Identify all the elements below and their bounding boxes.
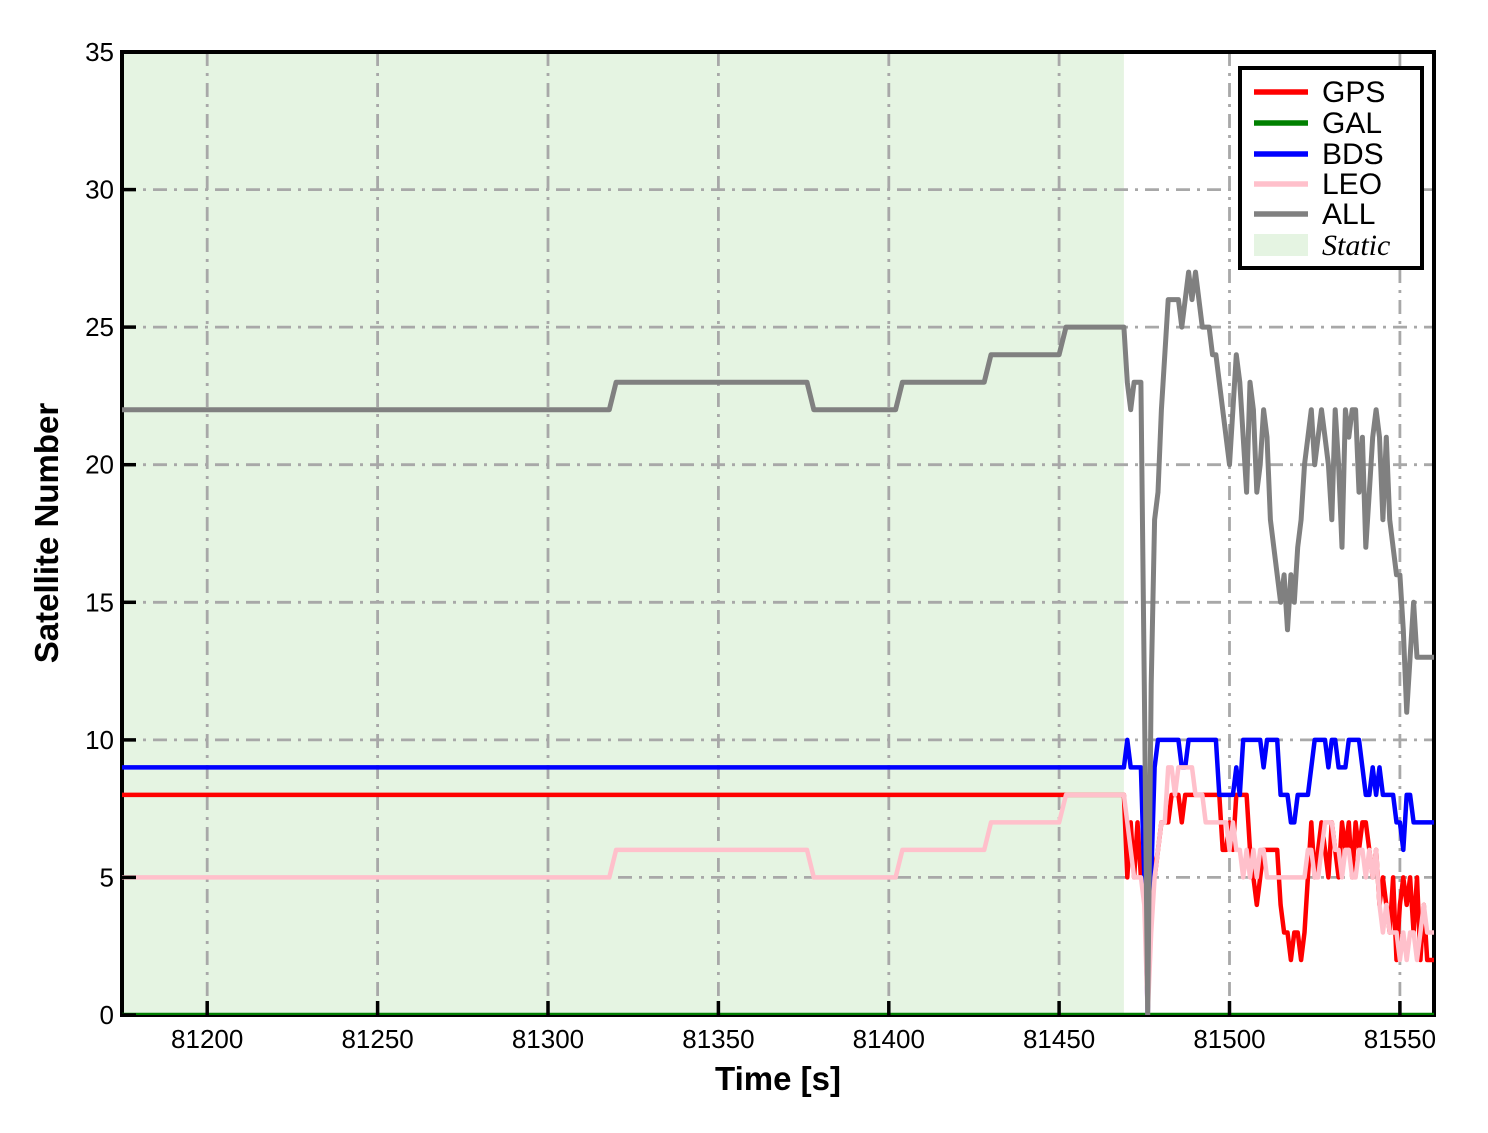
static-patch-swatch: [1254, 234, 1308, 256]
x-axis-label: Time [s]: [715, 1060, 841, 1097]
x-tick-label: 81250: [341, 1024, 413, 1054]
series-line-all: [122, 269, 1434, 1015]
legend-item-bds: BDS: [1322, 138, 1384, 171]
static-region-rect: [122, 52, 1124, 1015]
x-tick-label: 81300: [512, 1024, 584, 1054]
y-axis-label: Satellite Number: [28, 403, 65, 664]
legend: GPS GAL BDS LEO ALL Static: [1238, 66, 1424, 270]
y-axis-tick-labels: 0 5 10 15 20 25 30 35: [85, 37, 114, 1030]
legend-item-gal: GAL: [1322, 107, 1382, 140]
x-tick-label: 81400: [853, 1024, 925, 1054]
y-tick-label: 35: [85, 37, 114, 67]
legend-item-all: ALL: [1322, 198, 1375, 231]
axis-ticks: [122, 50, 1402, 1017]
data-series: [122, 269, 1434, 1015]
y-tick-label: 30: [85, 175, 114, 205]
x-tick-label: 81450: [1023, 1024, 1095, 1054]
x-tick-label: 81500: [1193, 1024, 1265, 1054]
legend-item-leo: LEO: [1322, 168, 1382, 201]
y-tick-label: 15: [85, 587, 114, 617]
legend-item-static: Static: [1322, 229, 1390, 262]
x-axis-tick-labels: 81200 81250 81300 81350 81400 81450 81500 81550: [171, 1024, 1436, 1054]
series-line-bds: [122, 737, 1434, 1015]
y-tick-label: 0: [100, 1000, 114, 1030]
y-tick-label: 25: [85, 312, 114, 342]
legend-item-gps: GPS: [1322, 76, 1385, 109]
x-tick-label: 81200: [171, 1024, 243, 1054]
y-tick-label: 10: [85, 725, 114, 755]
x-tick-label: 81550: [1364, 1024, 1436, 1054]
y-tick-label: 5: [100, 862, 114, 892]
static-region-shading: [122, 52, 1124, 1015]
y-tick-label: 20: [85, 450, 114, 480]
x-tick-label: 81350: [682, 1024, 754, 1054]
